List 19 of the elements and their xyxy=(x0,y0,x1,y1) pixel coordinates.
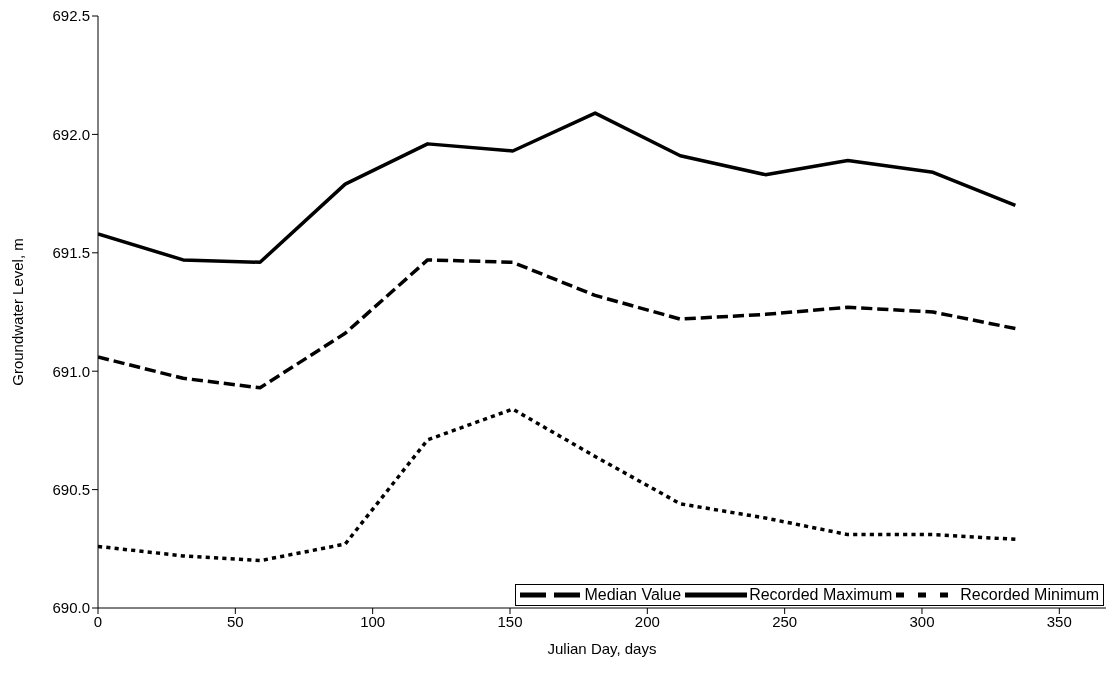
y-tick-label: 691.0 xyxy=(52,362,90,380)
legend-label: Recorded Maximum xyxy=(749,586,893,604)
x-axis-title: Julian Day, days xyxy=(547,640,657,657)
y-axis-title: Groundwater Level, m xyxy=(9,238,27,386)
y-tick-label: 692.5 xyxy=(52,7,90,25)
x-tick-label: 50 xyxy=(226,612,244,630)
legend-label: Median Value xyxy=(584,586,682,604)
x-tick-label: 250 xyxy=(772,612,798,630)
y-tick-label: 690.0 xyxy=(52,599,90,617)
x-tick-label: 350 xyxy=(1046,612,1072,630)
y-tick-label: 692.0 xyxy=(52,125,90,143)
x-tick-label: 150 xyxy=(497,612,523,630)
x-tick-label: 200 xyxy=(634,612,660,630)
x-tick-label: 0 xyxy=(93,612,103,630)
x-tick-label: 300 xyxy=(909,612,935,630)
y-tick-label: 690.5 xyxy=(52,480,90,498)
legend-label: Recorded Minimum xyxy=(960,586,1099,604)
x-tick-label: 100 xyxy=(360,612,386,630)
y-tick-label: 691.5 xyxy=(52,244,90,262)
